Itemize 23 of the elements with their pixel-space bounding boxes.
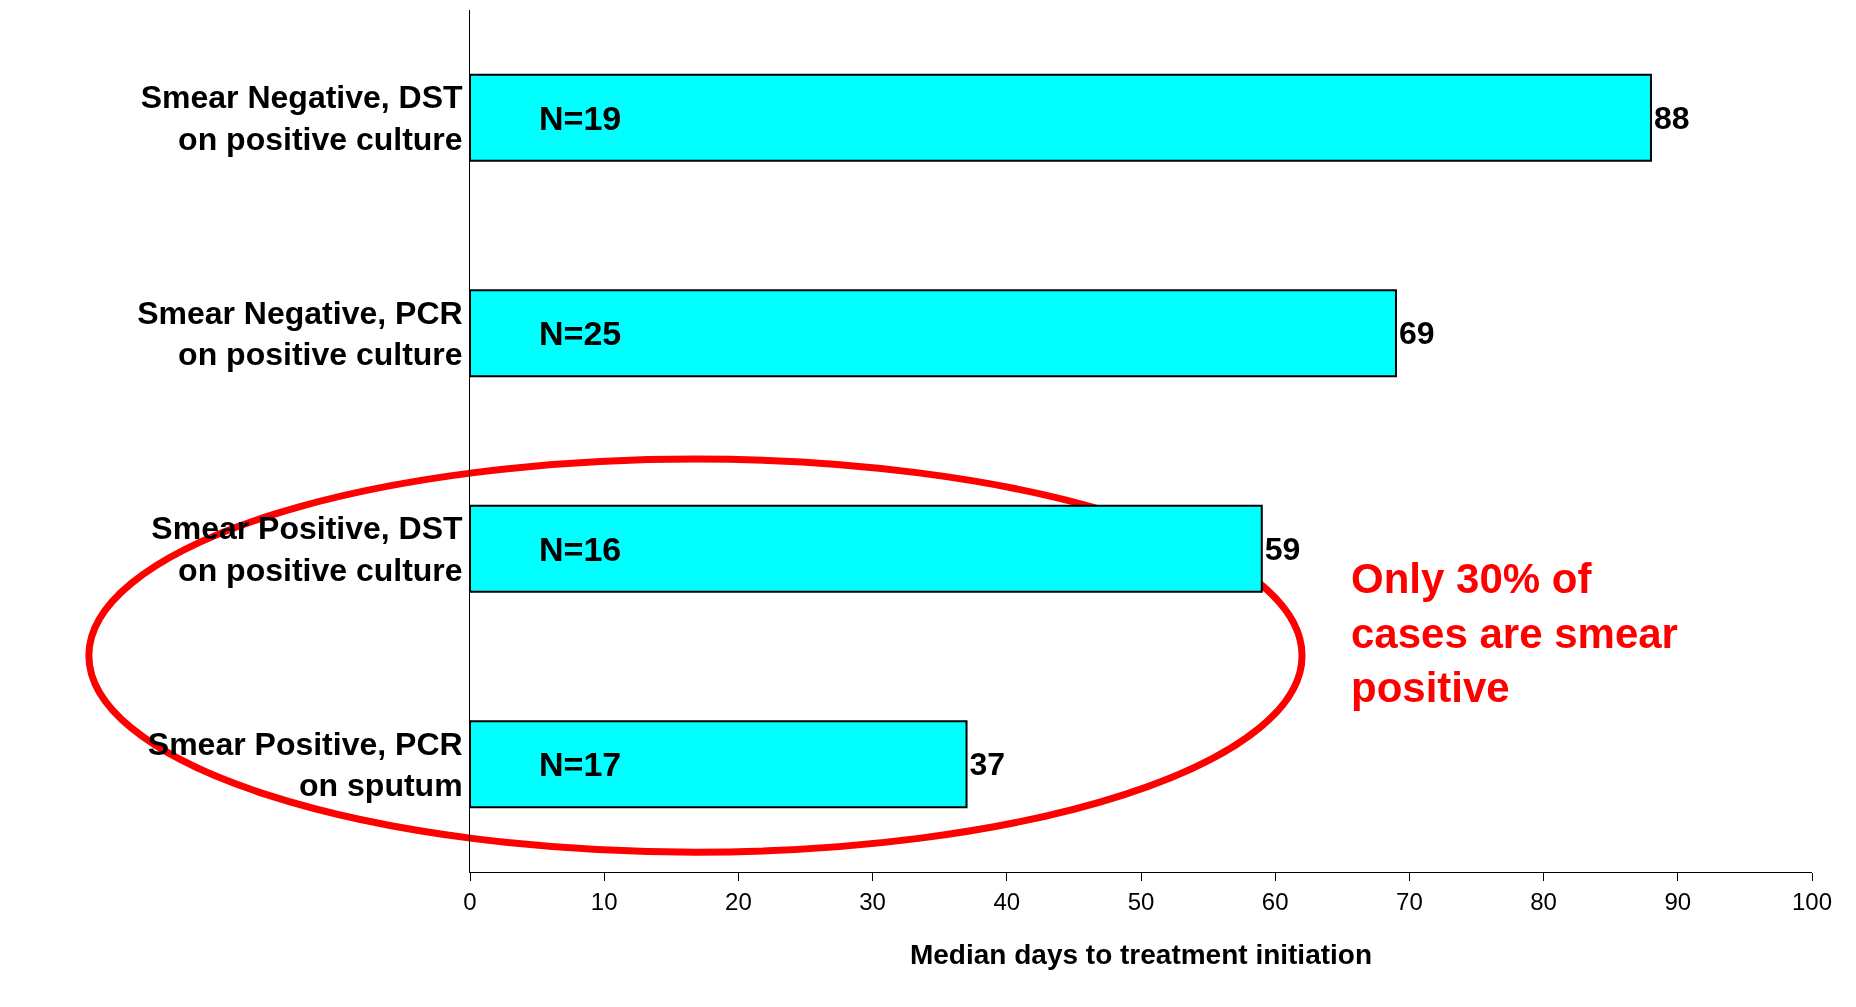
y-tick-label: Smear Negative, DST on positive culture xyxy=(140,79,464,157)
x-tick-label: 50 xyxy=(1127,887,1155,915)
x-tick-label: 90 xyxy=(1664,887,1692,915)
data-label: 88 xyxy=(1653,99,1690,136)
x-tick-label: 0 xyxy=(463,887,477,915)
data-label: 69 xyxy=(1398,315,1435,352)
annotation: N=16 xyxy=(539,530,622,568)
x-tick-label: 100 xyxy=(1791,887,1833,915)
data-label: 59 xyxy=(1264,530,1301,567)
annotation: N=19 xyxy=(539,99,622,137)
annotation: N=25 xyxy=(539,314,622,352)
y-tick-label: Smear Negative, PCR on positive culture xyxy=(137,294,463,373)
x-tick-label: 80 xyxy=(1530,887,1557,915)
x-tick-label: 30 xyxy=(859,887,886,915)
x-tick-label: 10 xyxy=(590,887,618,915)
x-tick-label: 60 xyxy=(1261,887,1289,915)
x-tick-label: 40 xyxy=(993,887,1021,915)
x-tick-label: 20 xyxy=(725,887,752,915)
x-tick-label: 70 xyxy=(1396,887,1423,915)
x-axis-title: Median days to treatment initiation xyxy=(909,938,1373,970)
annotation: Only 30% of cases are smear positive xyxy=(1351,555,1678,712)
data-label: 37 xyxy=(969,746,1006,783)
annotation: N=17 xyxy=(539,745,622,783)
